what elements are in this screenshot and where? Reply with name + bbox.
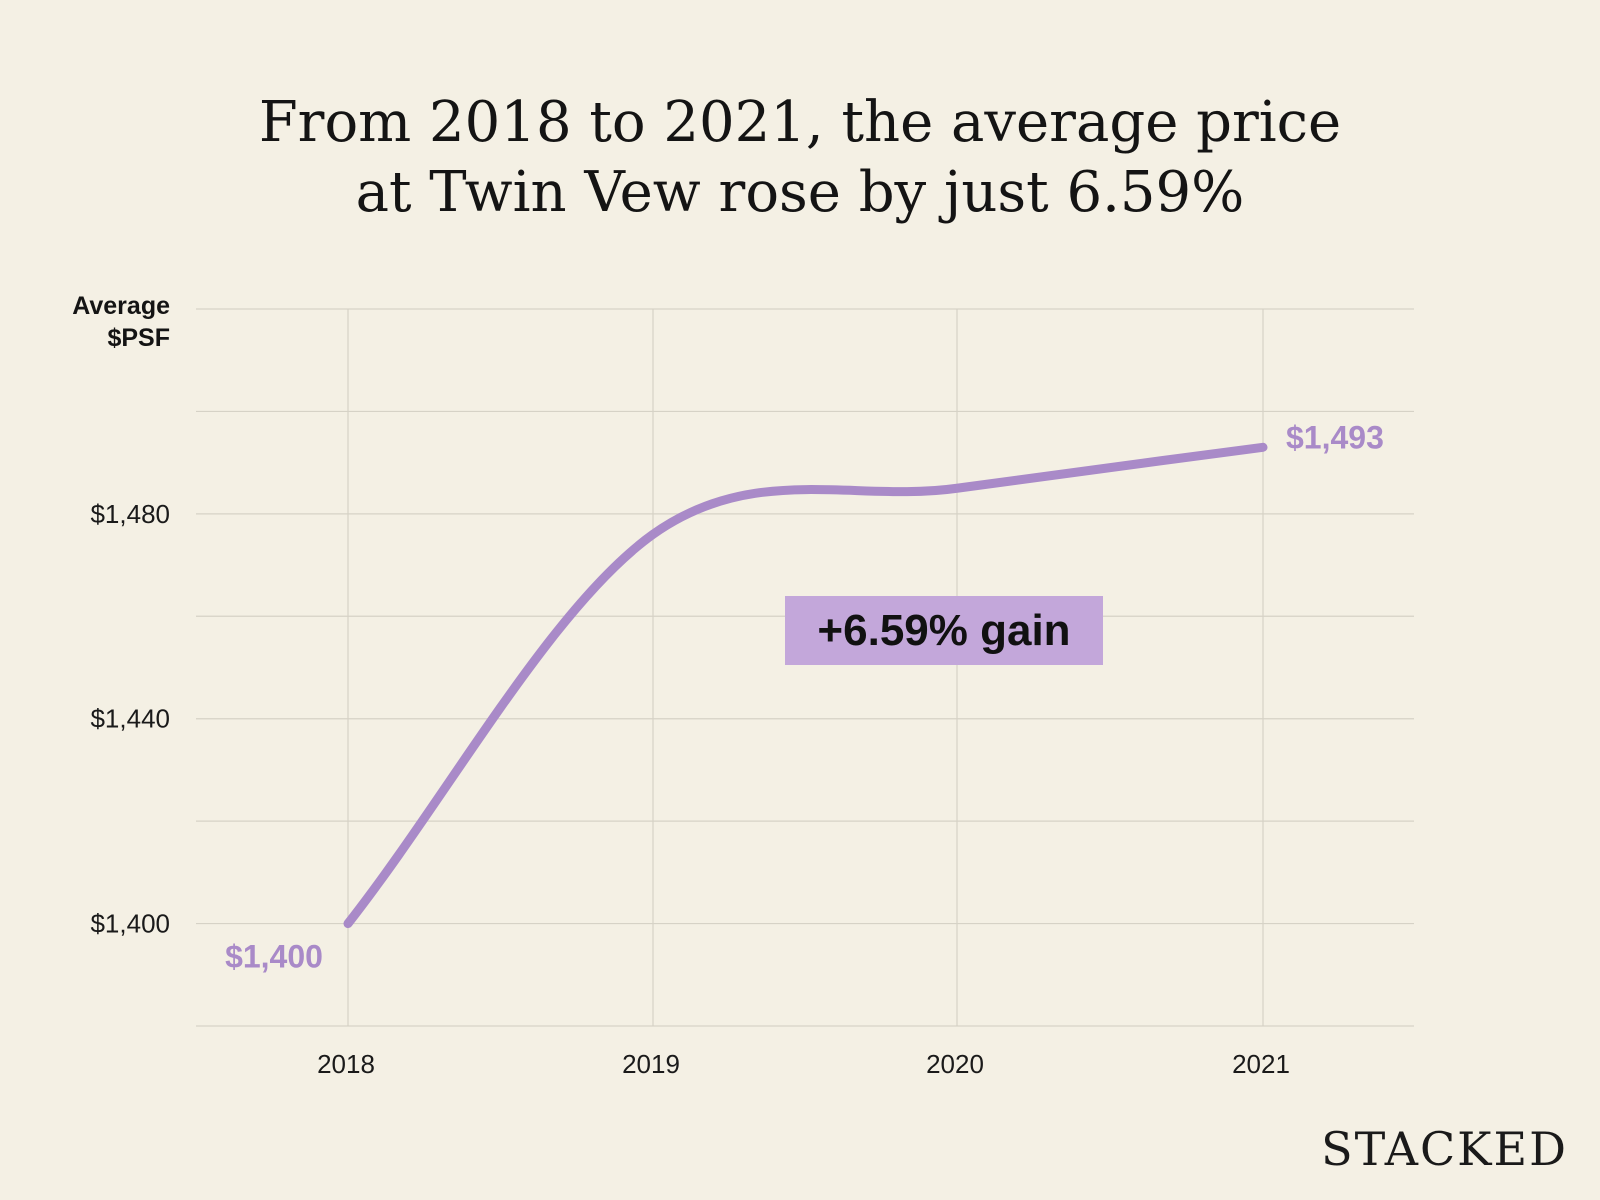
data-labels: $1,400 $1,493 <box>225 419 1384 974</box>
series-group <box>343 442 1268 929</box>
annotation-text: +6.59% gain <box>817 606 1070 655</box>
x-tick-label: 2019 <box>622 1049 680 1079</box>
x-tick-labels: 2018 2019 2020 2021 <box>317 1049 1290 1079</box>
data-label-start: $1,400 <box>225 939 323 975</box>
chart-title: From 2018 to 2021, the average price at … <box>0 88 1600 228</box>
y-tick-label: $1,440 <box>90 704 170 734</box>
y-tick-labels: $1,400 $1,440 $1,480 <box>90 499 170 939</box>
chart-title-line-2: at Twin Vew rose by just 6.59% <box>355 160 1245 225</box>
annotation-badge <box>785 596 1103 665</box>
annotation-group: +6.59% gain <box>785 596 1103 665</box>
x-tick-label: 2020 <box>926 1049 984 1079</box>
series-line <box>343 442 1268 929</box>
brand-logo: STACKED <box>1321 1122 1568 1176</box>
y-axis-label-line-2: $PSF <box>107 324 170 352</box>
x-tick-label: 2021 <box>1232 1049 1290 1079</box>
y-tick-label: $1,480 <box>90 499 170 529</box>
y-tick-label: $1,400 <box>90 909 170 939</box>
x-tick-label: 2018 <box>317 1049 375 1079</box>
y-axis-label-line-1: Average <box>72 292 170 320</box>
grid-lines <box>196 308 1414 1027</box>
data-label-end: $1,493 <box>1286 419 1384 455</box>
y-axis-label: Average $PSF <box>72 290 170 354</box>
chart-title-line-1: From 2018 to 2021, the average price <box>258 90 1342 155</box>
